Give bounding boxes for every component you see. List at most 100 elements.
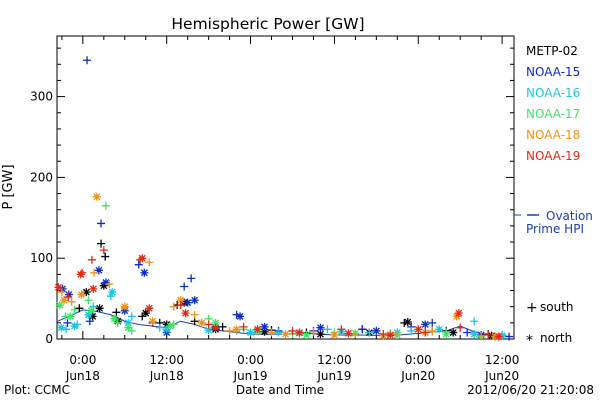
north-point: [260, 327, 269, 336]
south-point: [379, 330, 388, 339]
north-point: [454, 309, 463, 318]
north-point: [295, 328, 304, 337]
south-point: [358, 325, 367, 334]
south-point: [351, 330, 360, 339]
north-point: [54, 283, 63, 292]
x-tick-label-date: Jun19: [316, 369, 351, 383]
series-noaa-15: [58, 56, 514, 341]
north-point: [124, 318, 133, 327]
south-point: [428, 318, 437, 327]
y-tick-label: 200: [30, 170, 53, 184]
south-point: [421, 328, 430, 337]
y-tick-label: 0: [45, 332, 53, 346]
south-point: [113, 318, 122, 327]
south-label: south: [540, 300, 574, 314]
south-point: [505, 332, 514, 341]
north-point: [494, 332, 503, 341]
legend-entry: NOAA-19: [526, 149, 580, 163]
y-axis: 0 100 200 300: [30, 47, 514, 346]
north-point: [88, 312, 97, 321]
data-points: [54, 56, 514, 341]
south-point: [407, 326, 416, 335]
north-point: [84, 310, 93, 319]
north-point: [181, 309, 190, 318]
south-point: [267, 328, 276, 337]
north-point: [302, 330, 311, 339]
south-point: [99, 246, 108, 255]
x-tick-label-time: 12:00: [149, 353, 184, 367]
north-point: [82, 288, 91, 297]
x-axis-label: Date and Time: [236, 383, 324, 397]
south-point: [463, 328, 472, 337]
symbol-legend: + south * north: [526, 300, 574, 349]
north-point: [253, 325, 262, 334]
north-point: [138, 254, 147, 263]
north-point: [211, 323, 220, 332]
x-tick-label-date: Jun18: [65, 369, 100, 383]
ovation-legend: Ovation Prime HPI: [514, 209, 593, 236]
plot-credit: Plot: CCMC: [4, 383, 70, 397]
chart-title: Hemispheric Power [GW]: [171, 15, 364, 33]
south-point: [393, 330, 402, 339]
legend-entry: NOAA-16: [526, 86, 580, 100]
legend-entry: NOAA-17: [526, 107, 580, 121]
south-symbol: +: [526, 300, 538, 316]
south-point: [225, 326, 234, 335]
south-point: [428, 326, 437, 335]
north-point: [162, 320, 171, 329]
north-point: [452, 312, 461, 321]
legend-entry: METP-02: [526, 44, 578, 58]
north-point: [145, 304, 154, 313]
south-point: [169, 302, 178, 311]
south-point: [180, 282, 189, 291]
x-tick-label-date: Jun20: [484, 369, 519, 383]
north-point: [87, 306, 96, 315]
north-point: [232, 325, 241, 334]
south-point: [67, 297, 76, 306]
north-point: [77, 290, 86, 299]
south-point: [70, 305, 79, 314]
north-point: [197, 318, 206, 327]
south-point: [97, 219, 106, 228]
legend: METP-02 NOAA-15 NOAA-16 NOAA-17 NOAA-18 NOAA-…: [526, 44, 580, 163]
south-point: [323, 325, 332, 334]
south-point: [87, 255, 96, 264]
north-point: [58, 284, 67, 293]
south-point: [63, 318, 72, 327]
north-point: [141, 309, 150, 318]
south-point: [204, 320, 213, 329]
north-point: [470, 330, 479, 339]
south-point: [90, 268, 99, 277]
south-point: [484, 330, 493, 339]
north-point: [236, 312, 245, 321]
north-point: [120, 306, 129, 315]
plot-frame: [56, 35, 515, 340]
south-point: [274, 328, 283, 337]
x-axis: 0:00 Jun18 12:00 Jun18 0:00 Jun19 12:00 Jun19 0:…: [61, 36, 519, 383]
north-point: [101, 278, 110, 287]
south-point: [309, 327, 318, 336]
north-point: [372, 326, 381, 335]
south-point: [470, 317, 479, 326]
south-point: [85, 317, 94, 326]
south-point: [218, 322, 227, 331]
y-tick-label: 300: [30, 90, 53, 104]
north-point: [148, 317, 157, 326]
south-point: [105, 280, 114, 289]
north-point: [316, 330, 325, 339]
north-point: [55, 301, 64, 310]
north-symbol: *: [526, 333, 533, 349]
x-tick-label-time: 0:00: [69, 353, 96, 367]
north-point: [183, 298, 192, 307]
north-point: [498, 331, 507, 340]
x-tick-label-date: Jun19: [233, 369, 268, 383]
north-point: [95, 304, 104, 313]
south-point: [239, 322, 248, 331]
south-point: [134, 260, 143, 269]
south-point: [75, 304, 84, 313]
north-point: [386, 330, 395, 339]
north-point: [92, 192, 101, 201]
north-point: [66, 312, 75, 321]
y-tick-label: 100: [30, 251, 53, 265]
